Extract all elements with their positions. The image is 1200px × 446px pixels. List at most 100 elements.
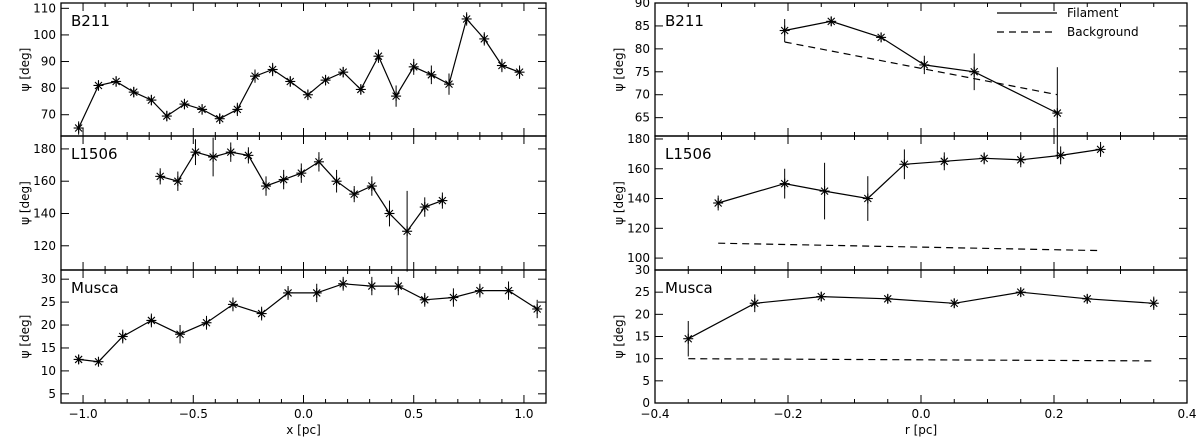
asterisk-stroke — [94, 81, 103, 90]
y-axis-label: ψ [deg] — [612, 315, 626, 359]
asterisk-stroke — [156, 172, 165, 181]
asterisk-stroke — [533, 305, 542, 313]
asterisk-stroke — [900, 160, 909, 169]
data-point — [355, 84, 366, 95]
y-tick-label: 180 — [627, 132, 650, 146]
asterisk-stroke — [475, 286, 484, 295]
asterisk-stroke — [262, 182, 270, 190]
asterisk-stroke — [244, 151, 253, 160]
asterisk-stroke — [350, 190, 359, 199]
asterisk-stroke — [162, 112, 171, 120]
asterisk-stroke — [392, 92, 400, 100]
asterisk-stroke — [1056, 151, 1065, 160]
data-point — [190, 147, 201, 158]
data-point — [172, 176, 183, 187]
data-point — [93, 356, 104, 367]
asterisk-stroke — [863, 194, 872, 203]
data-point — [1055, 150, 1066, 161]
x-axis-label: x [pc] — [286, 423, 321, 437]
background-line — [688, 358, 1154, 362]
y-tick-label: 25 — [635, 285, 650, 299]
x-tick-label: −0.5 — [179, 407, 208, 421]
asterisk-stroke — [209, 153, 218, 161]
data-point — [366, 281, 377, 292]
asterisk-stroke — [1096, 145, 1105, 154]
filament-line — [784, 20, 1058, 114]
data-point — [225, 147, 236, 158]
y-tick-label: 70 — [41, 108, 56, 122]
data-point — [338, 278, 349, 289]
x-tick-label: 0.0 — [911, 407, 930, 421]
data-point — [826, 16, 837, 27]
data-point — [1095, 144, 1106, 155]
y-tick-label: 25 — [41, 295, 56, 309]
x-tick-label: −0.4 — [640, 407, 669, 421]
asterisk-stroke — [332, 177, 341, 186]
data-point — [373, 51, 384, 62]
data-point — [208, 151, 219, 162]
data-point — [949, 298, 960, 309]
asterisk-stroke — [462, 15, 471, 23]
x-tick-label: 1.0 — [514, 407, 533, 421]
data-point — [179, 99, 190, 110]
asterisk-stroke — [1149, 299, 1158, 308]
asterisk-stroke — [286, 77, 295, 86]
data-point — [1052, 108, 1063, 119]
y-tick-label: 20 — [635, 307, 650, 321]
data-point — [320, 75, 331, 86]
data-point — [448, 292, 459, 303]
asterisk-stroke — [374, 52, 383, 61]
x-tick-label: −1.0 — [68, 407, 97, 421]
panel-6: 0 5 10 15 20 25 30 −0.4 −0.2 0.0 0.2 0.4 r [pc] ψ [de… — [612, 263, 1197, 437]
panel-2: 120 140 160 180 ψ [deg] L1506 — [18, 135, 547, 272]
data-point — [331, 176, 342, 187]
y-tick-label: 5 — [642, 374, 650, 388]
data-point — [779, 25, 790, 36]
data-point — [816, 291, 827, 302]
data-point — [73, 354, 84, 365]
data-point — [876, 32, 887, 43]
plot-frame — [654, 2, 1188, 137]
y-tick-label: 0 — [642, 396, 650, 410]
asterisk-stroke — [877, 33, 885, 42]
data-point — [117, 331, 128, 342]
data-point — [285, 76, 296, 87]
asterisk-stroke — [1083, 294, 1092, 303]
asterisk-stroke — [480, 35, 489, 43]
asterisk-stroke — [438, 196, 447, 205]
y-axis-label: ψ [deg] — [18, 48, 32, 92]
asterisk-stroke — [445, 80, 453, 89]
asterisk-stroke — [940, 157, 949, 166]
y-tick-label: 65 — [635, 111, 650, 125]
data-point — [919, 59, 930, 70]
asterisk-stroke — [920, 61, 929, 69]
y-tick-label: 90 — [635, 0, 650, 10]
asterisk-stroke — [950, 299, 959, 308]
x-axis-label: r [pc] — [905, 423, 937, 437]
y-tick-label: 85 — [635, 19, 650, 33]
y-tick-label: 140 — [33, 206, 56, 220]
data-point — [779, 178, 790, 189]
asterisk-stroke — [367, 282, 376, 290]
asterisk-stroke — [74, 124, 83, 132]
asterisk-stroke — [827, 17, 836, 26]
panel-label: B211 — [71, 12, 110, 30]
data-point — [402, 226, 413, 237]
asterisk-stroke — [321, 76, 330, 85]
asterisk-stroke — [312, 289, 321, 297]
asterisk-stroke — [883, 294, 892, 303]
asterisk-stroke — [251, 72, 259, 81]
data-point — [749, 298, 760, 309]
asterisk-stroke — [420, 203, 429, 211]
y-tick-label: 100 — [627, 251, 650, 265]
data-point — [146, 95, 157, 106]
x-tick-label: 0.2 — [1044, 407, 1063, 421]
data-point — [93, 80, 104, 91]
y-tick-label: 120 — [627, 221, 650, 235]
data-point — [819, 186, 830, 197]
y-axis-label: ψ [deg] — [612, 48, 626, 92]
data-point — [474, 285, 485, 296]
asterisk-stroke — [339, 279, 348, 288]
data-point — [256, 308, 267, 319]
panel-1: 70 80 90 100 110 ψ [deg] B211 — [18, 1, 547, 137]
